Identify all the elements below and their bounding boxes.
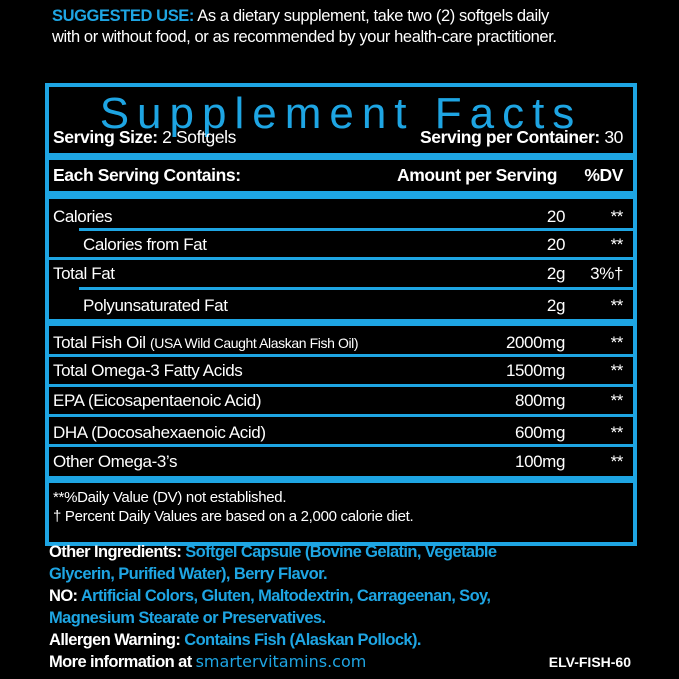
supplement-facts-panel: Supplement Facts Serving Size: 2 Softgel… [45,83,637,546]
nutrient-row: Total Fish Oil (USA Wild Caught Alaskan … [53,333,623,357]
nutrient-dv: ** [610,361,624,380]
more-info-label: More information at [49,653,192,671]
nutrient-row: Calories 20 ** [53,207,623,231]
nutrient-row: EPA (Eicosapentaenoic Acid) 800mg ** [53,391,623,415]
nutrient-name: EPA (Eicosapentaenoic Acid) [53,391,262,410]
nutrient-amount: 2g [546,264,566,283]
divider [49,319,633,326]
nutrient-name: Other Omega-3’s [53,452,178,471]
nutrient-amount: 20 [546,207,566,226]
nutrient-row: Total Fat 2g 3%† [53,264,623,288]
header-each: Each Serving Contains: [53,165,241,185]
nutrient-row: Polyunsaturated Fat 2g ** [53,296,623,320]
nutrient-amount: 100mg [515,452,565,471]
nutrient-dv: ** [610,207,624,226]
nutrient-amount: 2g [546,296,566,315]
nutrient-row: DHA (Docosahexaenoic Acid) 600mg ** [53,423,623,447]
other-ingredients: Other Ingredients: Softgel Capsule (Bovi… [49,541,497,673]
other-ingredients-label: Other Ingredients: [49,543,182,561]
divider [49,257,633,260]
nutrient-name: Total Fat [53,264,115,283]
divider [49,414,633,417]
nutrient-amount: 20 [546,235,566,254]
divider [49,476,633,483]
servings-per-container-value: 30 [604,127,623,147]
no-text: Artificial Colors, Gluten, Maltodextrin,… [80,587,491,605]
nutrient-row: Calories from Fat 20 ** [53,235,623,259]
header-dv: %DV [584,165,623,185]
suggested-use: SUGGESTED USE: As a dietary supplement, … [52,6,557,48]
nutrient-dv: ** [610,235,624,254]
panel-title: Supplement Facts [99,89,583,138]
serving-row: Serving Size: 2 Softgels Serving per Con… [53,127,623,151]
nutrient-dv: ** [610,296,624,315]
nutrient-dv: ** [610,423,624,442]
footnote-dv: **%Daily Value (DV) not established. [53,489,287,506]
nutrient-amount: 800mg [515,391,565,410]
divider [49,191,633,199]
suggested-use-text-2: with or without food, or as recommended … [52,28,557,46]
nutrient-amount: 2000mg [505,333,565,352]
nutrient-dv: ** [610,391,624,410]
nutrient-amount: 1500mg [505,361,565,380]
allergen-label: Allergen Warning: [49,631,181,649]
nutrient-amount: 600mg [515,423,565,442]
other-ingredients-text-2: Glycerin, Purified Water), Berry Flavor. [49,565,328,583]
no-label: NO: [49,587,78,605]
nutrient-name: Polyunsaturated Fat [83,296,228,315]
website-link[interactable]: smartervitamins.com [195,652,367,671]
serving-size-value: 2 Softgels [162,127,236,147]
header-row: Each Serving Contains: Amount per Servin… [53,165,623,189]
suggested-use-label: SUGGESTED USE: [52,7,195,25]
header-amount: Amount per Serving [396,165,557,185]
nutrient-name: Total Omega-3 Fatty Acids [53,361,243,380]
nutrient-row: Other Omega-3’s 100mg ** [53,452,623,476]
divider [49,354,633,357]
divider [49,384,633,387]
no-text-2: Magnesium Stearate or Preservatives. [49,609,326,627]
divider [79,228,633,231]
nutrient-dv: ** [610,452,624,471]
suggested-use-text: As a dietary supplement, take two (2) so… [197,7,549,25]
nutrient-dv: 3%† [590,264,623,283]
divider [49,153,633,160]
nutrient-name: Calories [53,207,113,226]
nutrient-name: Total Fish Oil [53,333,146,352]
nutrient-row: Total Omega-3 Fatty Acids 1500mg ** [53,361,623,385]
product-code: ELV-FISH-60 [548,654,631,670]
divider [79,287,633,290]
nutrient-name: DHA (Docosahexaenoic Acid) [53,423,266,442]
nutrient-name: Calories from Fat [83,235,207,254]
footnote-calorie: † Percent Daily Values are based on a 2,… [53,508,414,525]
divider [49,444,633,447]
servings-per-container-label: Serving per Container: [420,127,600,147]
allergen-text: Contains Fish (Alaskan Pollock). [184,631,421,649]
nutrient-note: (USA Wild Caught Alaskan Fish Oil) [149,335,359,351]
other-ingredients-text: Softgel Capsule (Bovine Gelatin, Vegetab… [185,543,497,561]
nutrient-dv: ** [610,333,624,352]
serving-size-label: Serving Size: [53,127,158,147]
